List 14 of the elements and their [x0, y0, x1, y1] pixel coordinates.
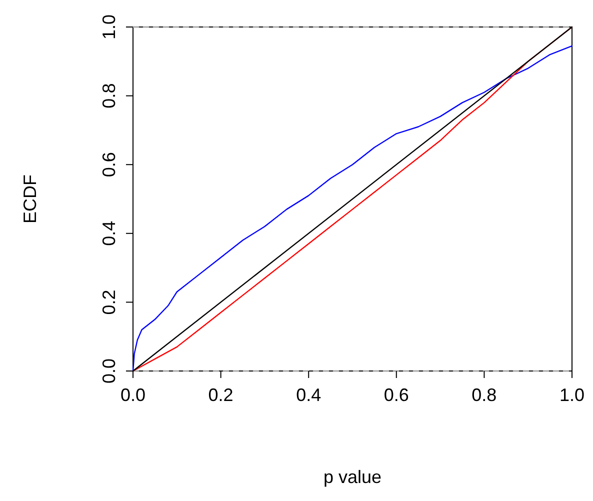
- x-tick-label: 0.2: [208, 385, 234, 405]
- x-tick-label: 0.6: [384, 385, 409, 405]
- x-tick-label: 1.0: [559, 385, 585, 405]
- x-tick-label: 0.4: [296, 385, 322, 405]
- x-axis-title: p value: [323, 467, 382, 487]
- x-tick-label: 0.0: [120, 385, 146, 405]
- y-tick-label: 0.6: [99, 152, 119, 178]
- y-axis-title: ECDF: [20, 174, 40, 224]
- y-tick-label: 0.0: [99, 358, 119, 384]
- y-tick-label: 0.4: [99, 220, 119, 246]
- y-tick-label: 1.0: [99, 14, 119, 40]
- y-tick-label: 0.2: [99, 290, 119, 315]
- y-tick-label: 0.8: [99, 83, 119, 108]
- x-tick-label: 0.8: [472, 385, 497, 405]
